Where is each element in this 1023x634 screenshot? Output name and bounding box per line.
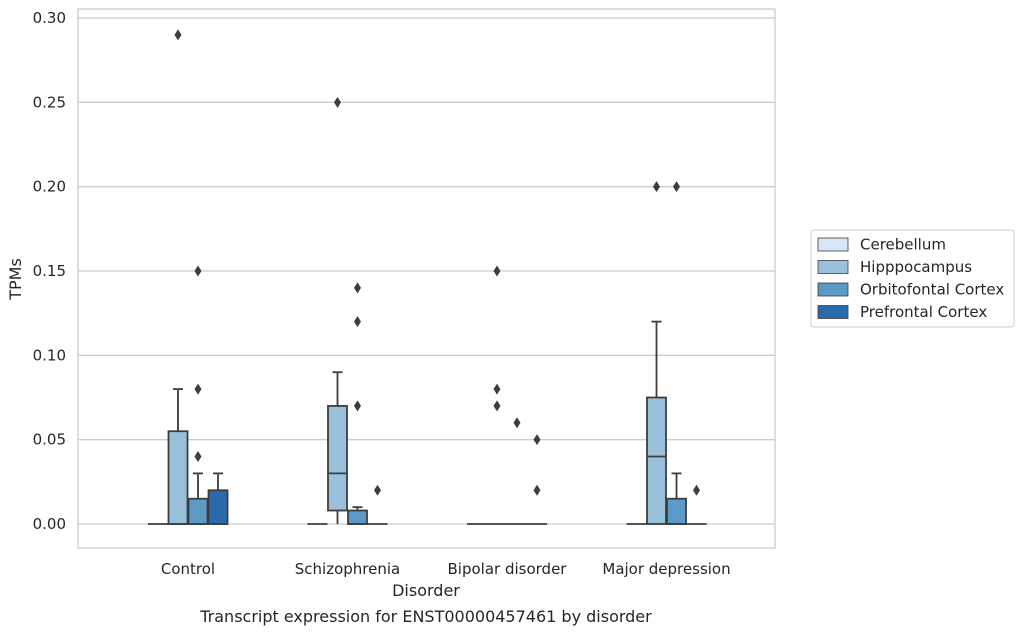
legend-label: Cerebellum: [860, 236, 946, 254]
box-body: [347, 509, 368, 525]
gridlines: [78, 17, 775, 525]
box-body: [327, 405, 348, 512]
x-tick-label: Major depression: [602, 560, 730, 578]
x-axis-ticks: Control Schizophrenia Bipolar disorder Majo…: [161, 560, 731, 578]
box-orbitofontal-cortex: [347, 506, 368, 525]
legend: Cerebellum Hipppocampus Orbitofontal Corte…: [810, 229, 1015, 328]
plot-frame: [77, 8, 776, 549]
outlier-point: [354, 282, 361, 294]
y-tick-label: 0.25: [33, 93, 66, 111]
x-tick-label: Bipolar disorder: [448, 560, 568, 578]
outlier-point: [174, 29, 182, 41]
box-prefrontal-cortex: [207, 472, 229, 525]
outlier-point: [513, 417, 521, 429]
outlier-point: [533, 484, 541, 496]
chart-caption: Transcript expression for ENST0000045746…: [199, 607, 652, 626]
box-body: [167, 430, 189, 525]
box-body: [187, 497, 209, 525]
box-orbitofontal-cortex: [666, 472, 687, 525]
legend-swatch: [817, 237, 849, 252]
outlier-point: [673, 181, 680, 193]
outlier-point: [194, 383, 202, 395]
legend-swatch: [817, 305, 849, 319]
y-tick-label: 0.10: [33, 346, 66, 364]
outlier-point: [533, 434, 541, 446]
outlier-point: [693, 484, 700, 496]
box-body: [666, 497, 687, 525]
box-orbitofontal-cortex: [187, 472, 209, 525]
legend-swatch: [817, 260, 849, 274]
boxes: [148, 320, 707, 525]
legend-swatch: [817, 282, 849, 297]
outlier-point: [354, 400, 361, 412]
outlier-point: [653, 181, 660, 193]
y-axis-ticks: 0.00 0.05 0.10 0.15 0.20 0.25 0.30: [33, 9, 66, 533]
y-tick-label: 0.30: [33, 9, 66, 27]
y-tick-label: 0.20: [33, 178, 66, 196]
legend-label: Orbitofontal Cortex: [860, 281, 1004, 299]
legend-label: Prefrontal Cortex: [860, 303, 987, 321]
x-tick-label: Schizophrenia: [295, 560, 400, 578]
box-hipppocampus: [327, 371, 348, 524]
y-axis-title: TPMs: [6, 258, 25, 301]
outlier-point: [493, 383, 501, 395]
y-tick-label: 0.05: [33, 431, 66, 449]
outlier-point: [194, 451, 202, 463]
outliers: [174, 29, 700, 496]
outlier-point: [334, 96, 341, 108]
legend-label: Hipppocampus: [860, 258, 972, 276]
box-hipppocampus: [167, 388, 189, 525]
outlier-point: [194, 265, 202, 277]
legend-frame: [810, 229, 1015, 328]
outlier-point: [493, 265, 501, 277]
box-body: [207, 489, 229, 525]
y-tick-label: 0.00: [33, 515, 66, 533]
outlier-point: [354, 316, 361, 328]
x-tick-label: Control: [161, 560, 215, 578]
box-body: [646, 396, 667, 525]
outlier-point: [493, 400, 501, 412]
outlier-point: [374, 484, 381, 496]
y-tick-label: 0.15: [33, 262, 66, 280]
box-hipppocampus: [646, 320, 667, 525]
x-axis-title: Disorder: [392, 581, 460, 600]
